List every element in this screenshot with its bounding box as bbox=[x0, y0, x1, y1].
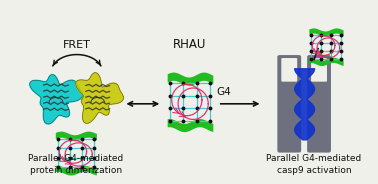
FancyBboxPatch shape bbox=[307, 55, 331, 153]
FancyBboxPatch shape bbox=[311, 58, 327, 82]
Text: G4: G4 bbox=[217, 87, 232, 97]
Text: FRET: FRET bbox=[63, 40, 91, 50]
Text: RHAU: RHAU bbox=[173, 38, 207, 51]
Text: Parallel G4-mediated
protein dimerization: Parallel G4-mediated protein dimerizatio… bbox=[28, 154, 124, 175]
Polygon shape bbox=[76, 72, 124, 123]
FancyBboxPatch shape bbox=[281, 58, 297, 82]
FancyBboxPatch shape bbox=[277, 55, 301, 153]
Text: Parallel G4-mediated
casp9 activation: Parallel G4-mediated casp9 activation bbox=[266, 154, 362, 175]
Polygon shape bbox=[29, 75, 83, 124]
